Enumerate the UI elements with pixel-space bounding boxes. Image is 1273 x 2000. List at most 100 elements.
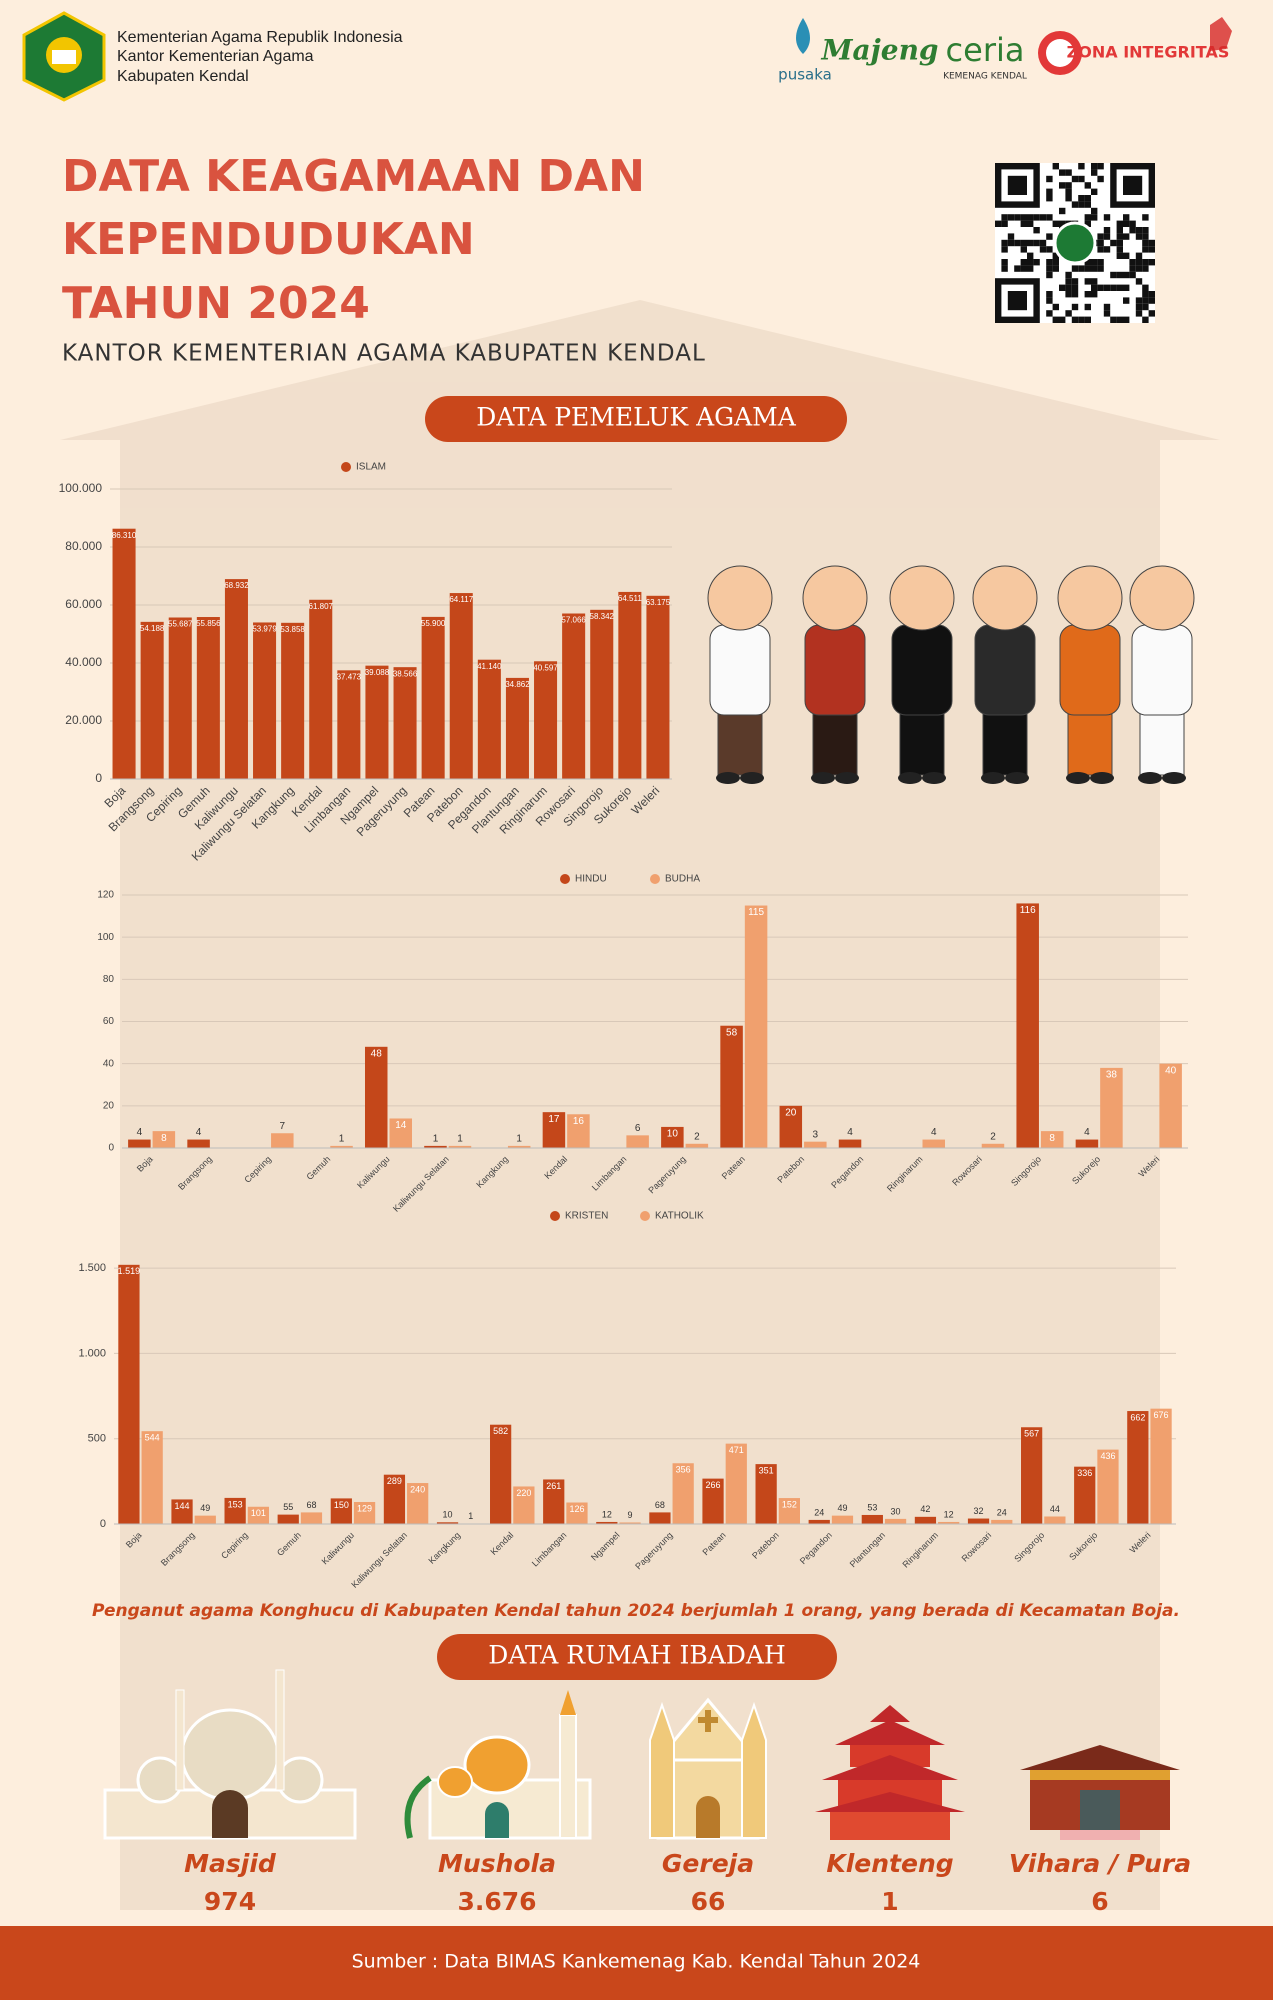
- legend-swatch: [560, 874, 570, 884]
- qr-cell: [1103, 303, 1111, 311]
- bar: [831, 1515, 854, 1524]
- bar: [330, 1498, 352, 1524]
- bar: [507, 1145, 531, 1148]
- value-label: 57.066: [561, 616, 586, 625]
- bar: [967, 1518, 990, 1524]
- y-tick-label: 80: [103, 974, 115, 985]
- qr-cell: [1065, 188, 1072, 195]
- value-label: 436: [1100, 1451, 1115, 1461]
- bar: [1150, 1408, 1172, 1524]
- qr-cell: [1046, 246, 1053, 253]
- qr-cell: [1084, 195, 1091, 202]
- subtitle: KANTOR KEMENTERIAN AGAMA KABUPATEN KENDA…: [62, 341, 706, 367]
- qr-cell: [1001, 265, 1008, 272]
- value-label: 144: [175, 1501, 190, 1511]
- qr-cell: [1065, 291, 1072, 298]
- qr-cell: [1116, 227, 1123, 234]
- value-label: 68: [306, 1500, 316, 1510]
- qr-cell: [1142, 303, 1149, 311]
- bar: [424, 1145, 447, 1148]
- qr-cell: [1078, 175, 1085, 183]
- qr-cell: [1046, 195, 1053, 202]
- value-label: 2: [694, 1131, 700, 1142]
- qr-cell: [1084, 214, 1091, 221]
- qr-cell: [1142, 291, 1149, 298]
- bar: [407, 1483, 429, 1524]
- bar: [253, 622, 277, 779]
- qr-cell: [1116, 252, 1123, 259]
- qr-cell: [1071, 265, 1079, 272]
- qr-cell: [1033, 227, 1040, 234]
- value-label: 153: [228, 1499, 243, 1509]
- bar: [389, 1118, 413, 1148]
- qr-cell: [1046, 265, 1053, 272]
- qr-cell: [1065, 278, 1072, 285]
- qr-cell: [1027, 259, 1034, 266]
- value-label: 53.979: [252, 625, 277, 634]
- qr-cell: [1148, 246, 1155, 253]
- value-label: 41.140: [477, 662, 502, 671]
- qr-cell: [1091, 265, 1098, 272]
- bar: [562, 613, 586, 779]
- value-label: 567: [1024, 1429, 1039, 1439]
- y-tick-label: 120: [97, 890, 114, 901]
- bar: [619, 1522, 641, 1524]
- person-head: [707, 565, 773, 631]
- bar: [596, 1521, 618, 1524]
- qr-cell: [1110, 271, 1117, 279]
- qr-cell: [1142, 265, 1149, 272]
- bar: [330, 1145, 353, 1148]
- value-label: 116: [1020, 905, 1036, 916]
- value-label: 336: [1077, 1468, 1092, 1478]
- qr-cell: [1142, 284, 1149, 291]
- qr-cell: [1129, 220, 1136, 227]
- qr-cell: [1033, 259, 1040, 266]
- bar: [755, 1464, 777, 1524]
- bar: [448, 1145, 472, 1148]
- legend-label: KRISTEN: [565, 1211, 608, 1222]
- person-head: [972, 565, 1038, 631]
- qr-cell: [1091, 207, 1098, 215]
- qr-cell: [1059, 220, 1066, 227]
- person-shoe: [922, 772, 946, 784]
- value-label: 14: [395, 1120, 407, 1131]
- qr-cell: [1020, 214, 1027, 221]
- bar: [804, 1141, 827, 1148]
- bar: [505, 677, 529, 779]
- qr-cell: [1027, 220, 1034, 227]
- qr-cell: [1046, 175, 1053, 183]
- y-tick-label: 60: [103, 1016, 115, 1027]
- bar: [309, 599, 333, 779]
- qr-cell: [1033, 239, 1040, 247]
- bar: [884, 1518, 907, 1524]
- y-tick-label: 80.000: [65, 539, 102, 553]
- qr-cell: [1116, 239, 1123, 247]
- qr-cell: [1052, 252, 1059, 259]
- qr-cell: [1103, 246, 1111, 253]
- qr-cell: [1046, 271, 1053, 279]
- worship-count: 66: [691, 1887, 726, 1916]
- qr-cell: [1001, 214, 1008, 221]
- bar: [141, 1431, 163, 1524]
- bar: [1097, 1449, 1119, 1524]
- qr-cell: [1071, 201, 1079, 208]
- qr-cell: [1091, 169, 1098, 176]
- qr-cell: [1078, 316, 1085, 323]
- bar: [449, 593, 473, 779]
- bar: [685, 1143, 709, 1148]
- qr-cell: [1097, 239, 1104, 247]
- qr-cell: [1046, 214, 1053, 221]
- qr-cell: [1065, 310, 1072, 317]
- qr-cell: [1039, 246, 1047, 253]
- value-label: 17: [548, 1114, 560, 1125]
- worship-name: Mushola: [438, 1849, 556, 1878]
- logo-text: Majeng: [820, 34, 938, 67]
- value-label: 58.342: [590, 612, 615, 621]
- qr-cell: [1001, 246, 1008, 253]
- bar: [118, 1264, 140, 1524]
- value-label: 1: [457, 1134, 463, 1145]
- bar: [649, 1512, 671, 1524]
- person-shoe: [1138, 772, 1162, 784]
- qr-cell: [1123, 214, 1130, 221]
